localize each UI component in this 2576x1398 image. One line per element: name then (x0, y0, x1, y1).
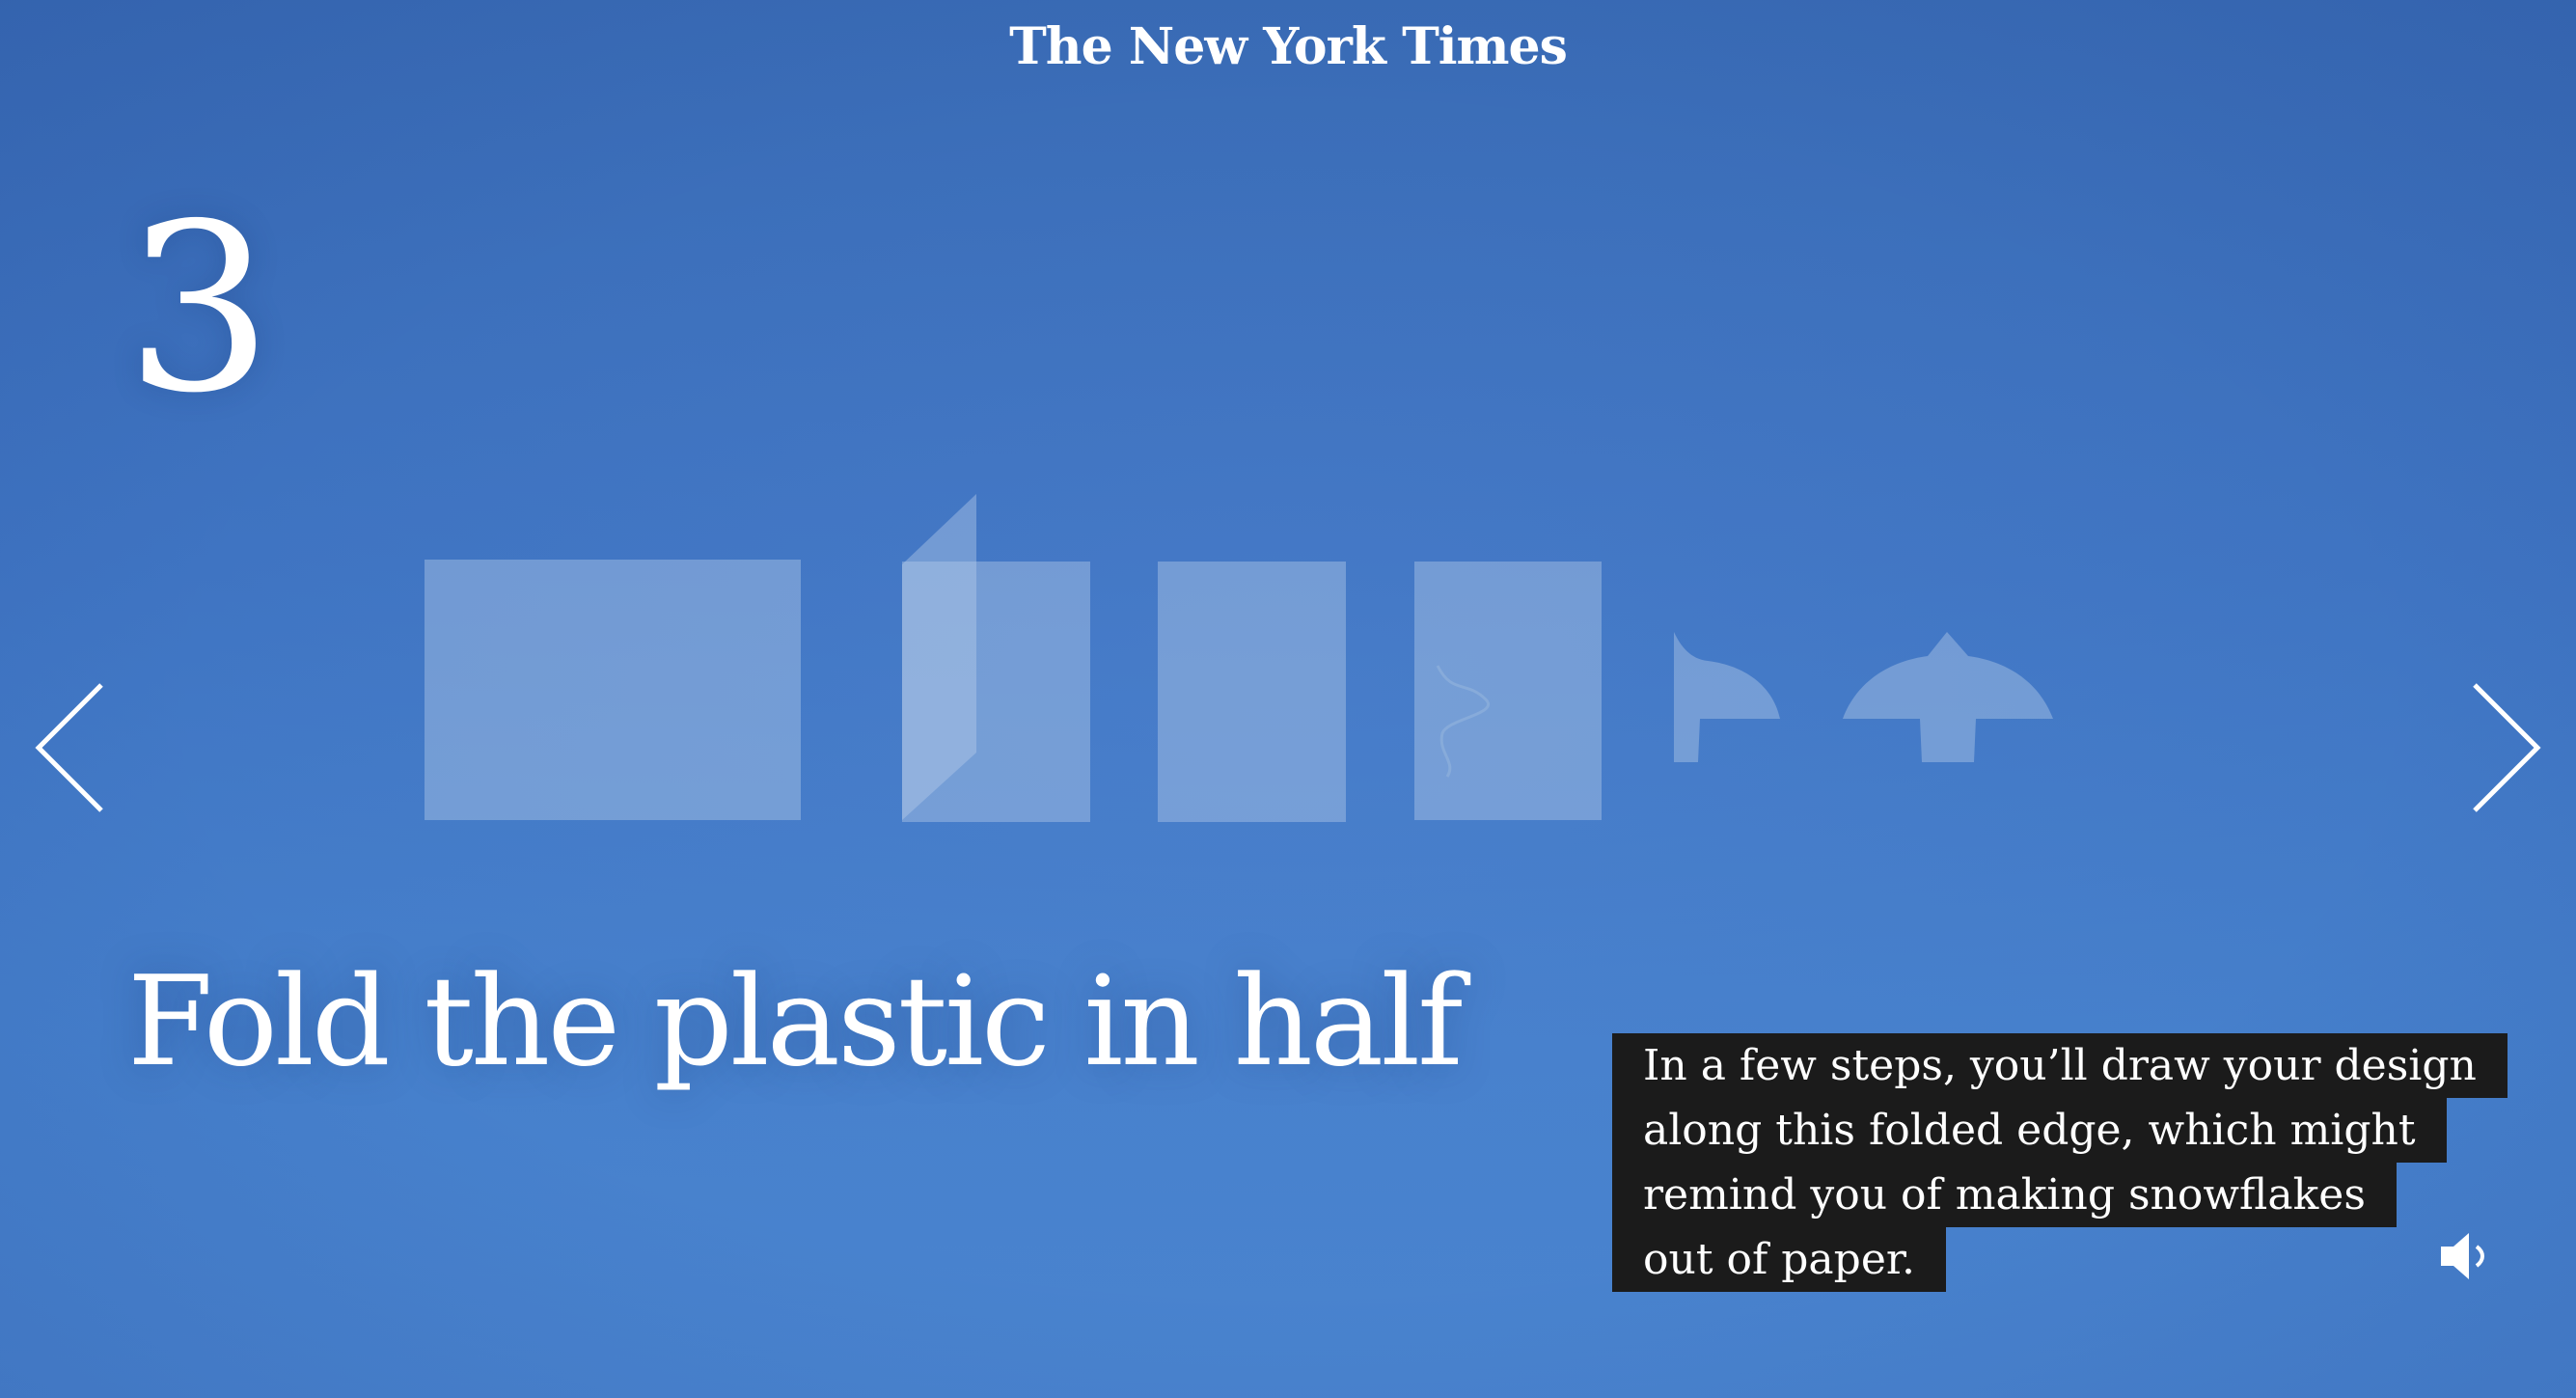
drawn-design-line (1436, 665, 1491, 778)
half-bird-shape (1674, 632, 1780, 762)
next-step-button[interactable] (2460, 675, 2547, 820)
folding-sheet-flap (902, 494, 976, 820)
caption-line: In a few steps, you’ll draw your design (1612, 1033, 2507, 1098)
flat-sheet-shape (425, 560, 801, 820)
previous-step-button[interactable] (29, 675, 116, 820)
sound-toggle-button[interactable] (2436, 1227, 2504, 1285)
chevron-right-icon (2473, 683, 2541, 812)
masthead-logo-text: The New York Times (1009, 17, 1568, 76)
caption-line: out of paper. (1612, 1227, 1947, 1292)
step-number: 3 (125, 174, 273, 444)
caption-line: along this folded edge, which might (1612, 1098, 2447, 1163)
speaker-icon (2441, 1233, 2484, 1279)
folding-sheet-base (902, 562, 1090, 822)
folded-sheet-shape (1158, 562, 1346, 822)
nyt-logo[interactable]: The New York Times (0, 17, 2576, 76)
step-title: Fold the plastic in half (127, 950, 1463, 1094)
drawn-sheet-shape (1414, 562, 1602, 820)
caption-line: remind you of making snowflakes (1612, 1163, 2397, 1227)
full-bird-shape (1843, 632, 2053, 762)
chevron-left-icon (35, 683, 103, 812)
step-caption: In a few steps, you’ll draw your design … (1612, 1033, 2507, 1292)
